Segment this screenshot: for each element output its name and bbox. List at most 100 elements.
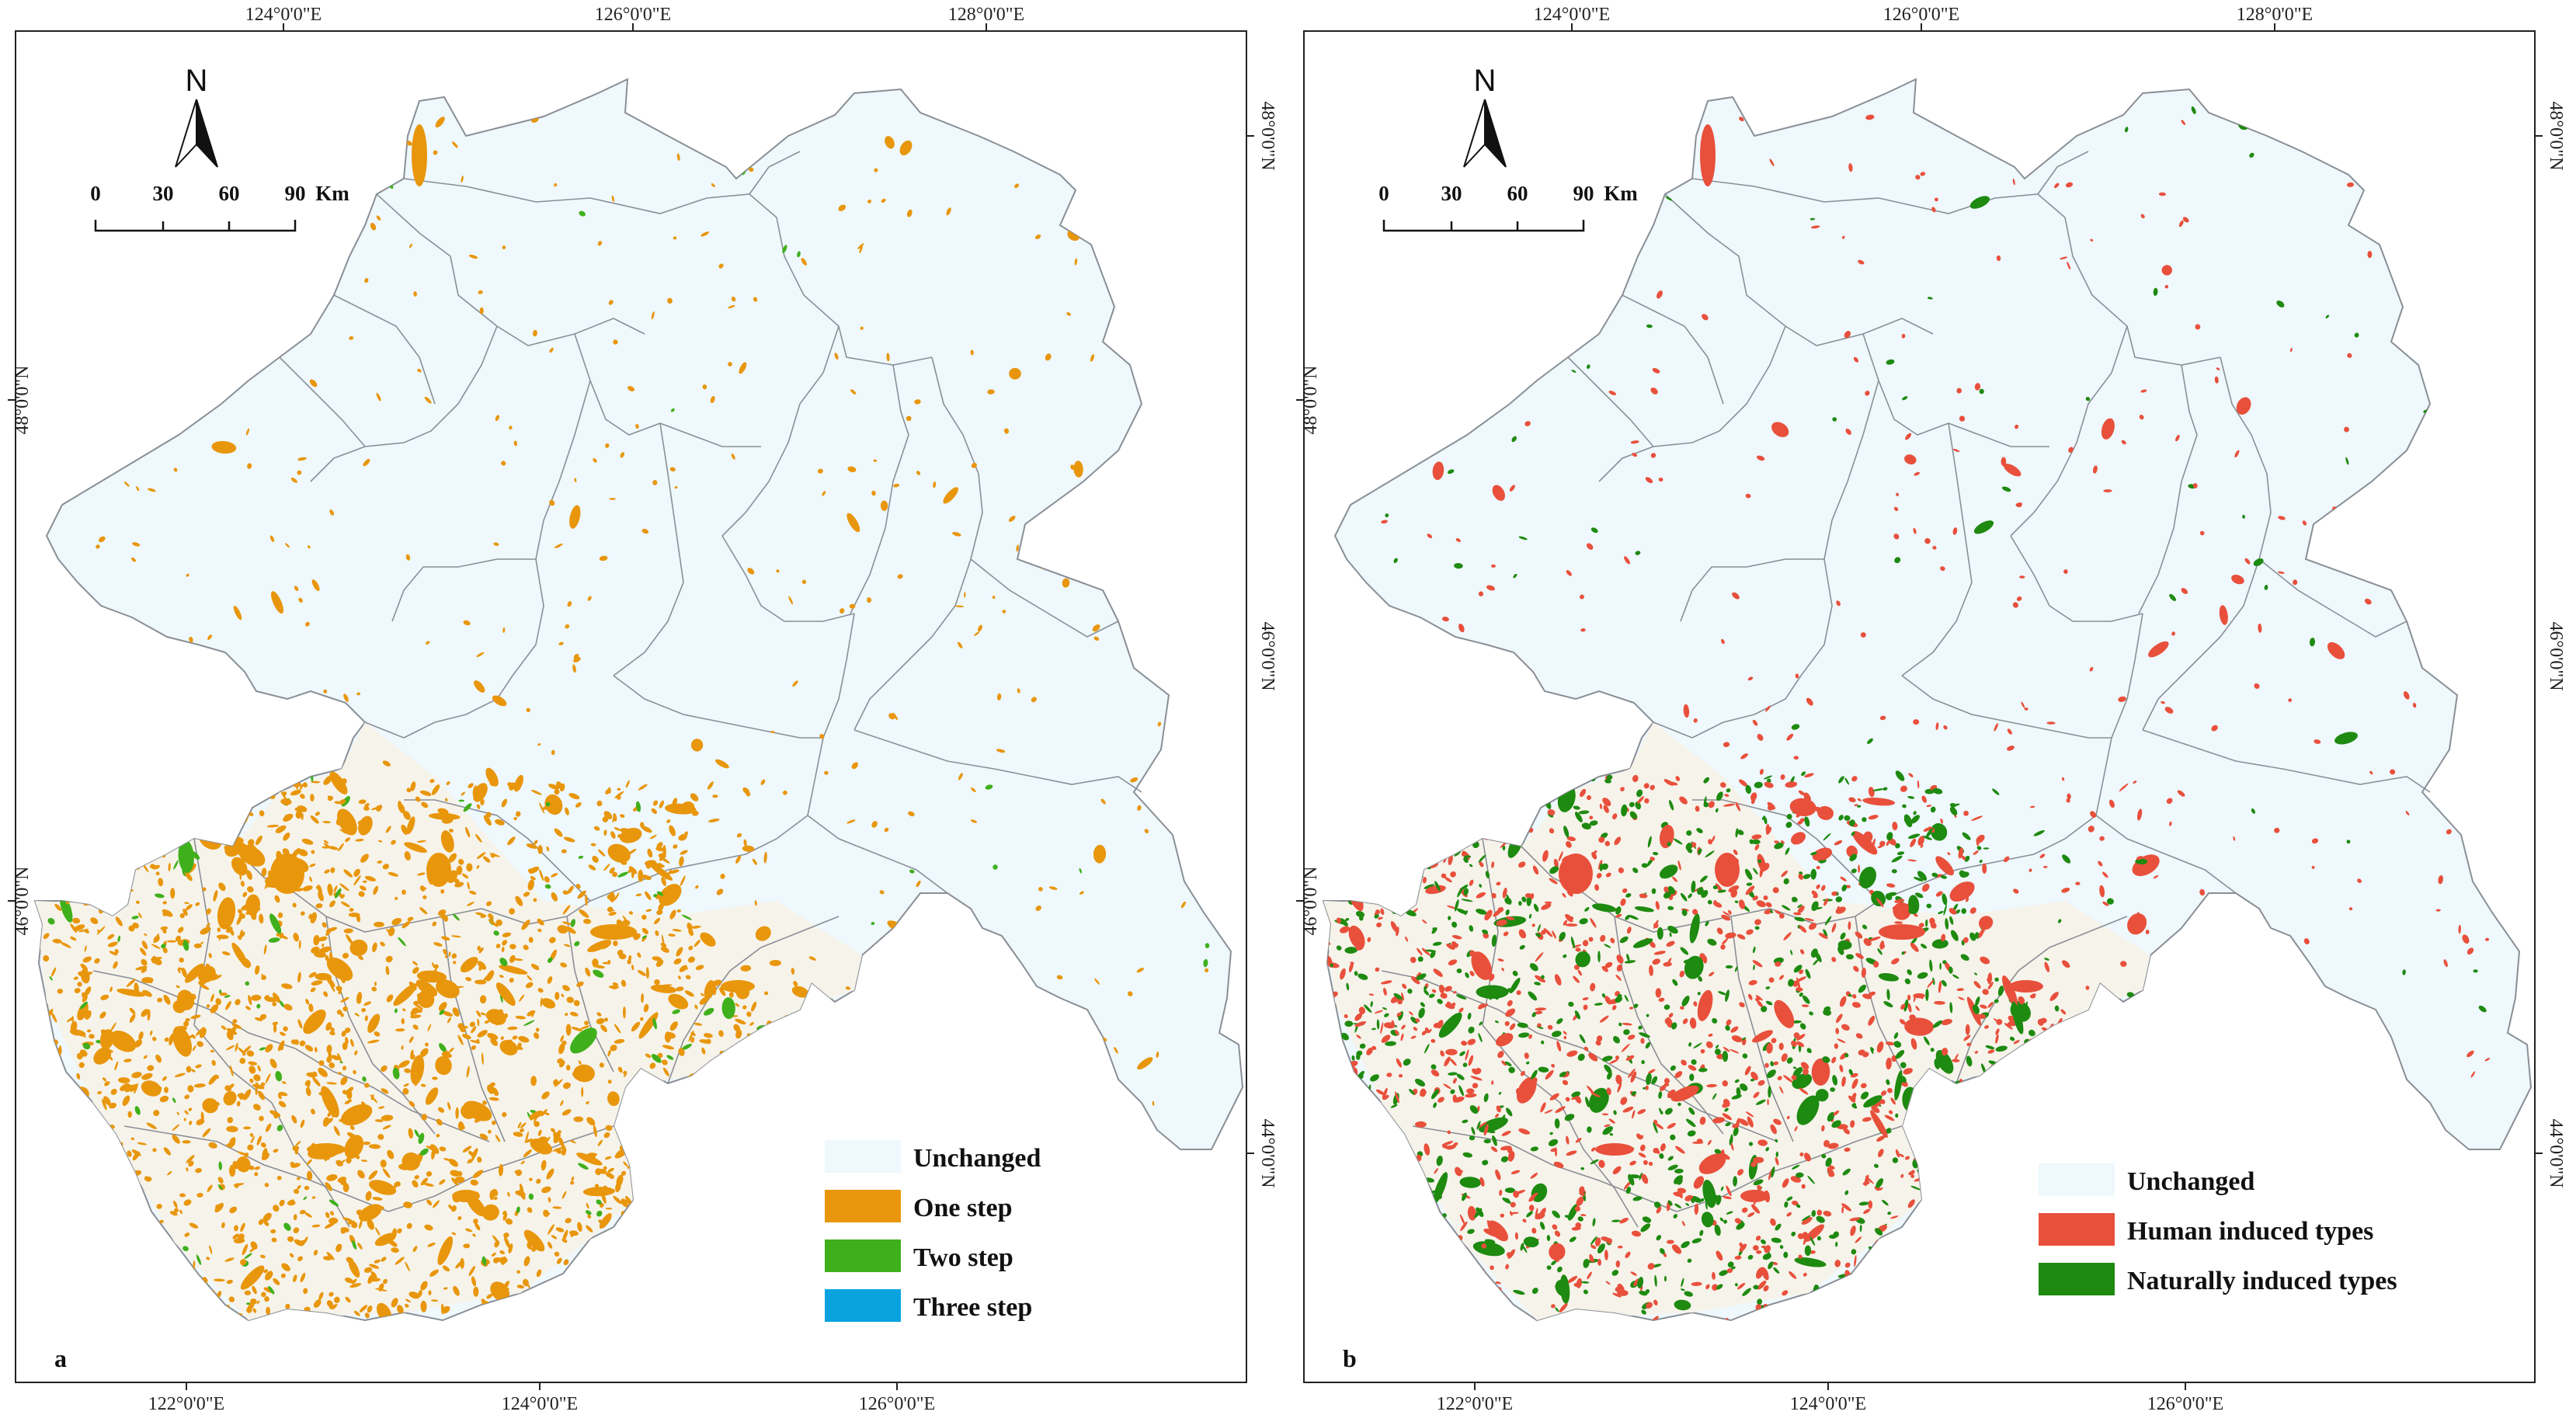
change-patch: [596, 1210, 603, 1217]
change-patch: [1390, 1104, 1398, 1108]
change-patch: [1378, 916, 1383, 920]
change-patch: [1949, 1002, 1953, 1013]
change-patch: [263, 1269, 268, 1274]
change-patch: [94, 958, 100, 964]
change-patch: [395, 896, 398, 900]
change-patch: [2288, 698, 2293, 702]
change-patch: [507, 1026, 518, 1031]
change-patch: [1438, 1012, 1462, 1038]
change-patch: [1722, 1080, 1729, 1086]
change-patch: [1579, 918, 1588, 925]
change-patch: [262, 1212, 272, 1222]
change-patch: [1583, 1004, 1588, 1010]
change-patch: [369, 1144, 381, 1149]
change-patch: [313, 934, 320, 946]
change-patch: [243, 1089, 252, 1100]
change-patch: [1785, 822, 1792, 829]
change-patch: [1491, 564, 1496, 568]
change-patch: [2085, 986, 2090, 990]
change-patch: [357, 1170, 365, 1179]
change-patch: [466, 902, 475, 906]
change-patch: [1992, 788, 2000, 795]
change-patch: [1654, 1122, 1664, 1129]
change-patch: [596, 1199, 602, 1205]
change-patch: [1952, 974, 1959, 979]
change-patch: [577, 890, 586, 899]
change-patch: [1549, 1243, 1566, 1261]
change-patch: [278, 1100, 287, 1107]
change-patch: [385, 826, 391, 833]
change-patch: [2484, 1058, 2491, 1062]
change-patch: [170, 888, 176, 899]
change-patch: [542, 1136, 551, 1146]
change-patch: [840, 608, 845, 614]
change-patch: [1604, 840, 1611, 847]
change-patch: [1773, 1267, 1780, 1274]
change-patch: [502, 932, 512, 937]
change-patch: [645, 860, 657, 867]
change-patch: [1516, 990, 1521, 996]
change-patch: [1894, 557, 1901, 564]
change-patch: [113, 961, 118, 969]
change-patch: [505, 1218, 513, 1225]
change-patch: [1457, 886, 1463, 898]
change-patch: [1639, 1172, 1643, 1180]
change-patch: [458, 859, 464, 865]
change-patch: [700, 231, 710, 237]
change-patch: [617, 1066, 623, 1073]
change-patch: [563, 944, 571, 947]
change-patch: [2169, 821, 2172, 826]
change-patch: [70, 936, 77, 941]
change-patch: [749, 167, 754, 172]
change-patch: [516, 968, 520, 972]
change-patch: [1653, 1147, 1660, 1153]
change-patch: [801, 579, 807, 585]
change-patch: [448, 853, 457, 863]
change-patch: [463, 1100, 492, 1121]
change-patch: [436, 1118, 443, 1126]
change-patch: [1701, 1198, 1705, 1202]
change-patch: [1618, 1022, 1622, 1027]
change-patch: [2099, 885, 2105, 898]
change-patch: [714, 759, 729, 769]
change-patch: [244, 853, 253, 857]
change-patch: [1667, 906, 1674, 910]
change-patch: [1470, 1076, 1483, 1081]
change-patch: [210, 1004, 219, 1013]
change-patch: [1628, 1068, 1636, 1079]
change-patch: [1839, 1064, 1844, 1073]
change-patch: [1384, 1013, 1389, 1017]
change-patch: [654, 917, 661, 925]
change-patch: [659, 800, 664, 808]
change-patch: [99, 1011, 106, 1019]
change-patch: [652, 956, 662, 961]
change-patch: [479, 995, 487, 1004]
change-patch: [1910, 1174, 1915, 1178]
change-patch: [426, 853, 451, 887]
change-patch: [1994, 977, 1999, 982]
change-patch: [801, 258, 807, 266]
change-patch: [566, 1064, 571, 1071]
change-patch: [131, 1072, 142, 1079]
change-patch: [323, 689, 328, 694]
change-patch: [1675, 776, 1681, 781]
change-patch: [1845, 428, 1851, 435]
change-patch: [1397, 999, 1403, 1005]
change-patch: [1982, 863, 1987, 874]
change-patch: [381, 1088, 389, 1094]
change-patch: [329, 982, 335, 993]
change-patch: [561, 849, 567, 854]
change-patch: [1774, 840, 1780, 844]
change-patch: [640, 1017, 644, 1021]
change-patch: [134, 982, 139, 995]
change-patch: [523, 892, 530, 897]
change-patch: [2278, 516, 2286, 520]
change-patch: [1680, 892, 1688, 902]
change-patch: [318, 1292, 324, 1301]
change-patch: [2049, 992, 2059, 1001]
change-patch: [607, 1080, 612, 1084]
change-patch: [1575, 951, 1590, 968]
change-patch: [1726, 1185, 1732, 1197]
change-patch: [280, 934, 288, 940]
change-patch: [590, 843, 596, 847]
